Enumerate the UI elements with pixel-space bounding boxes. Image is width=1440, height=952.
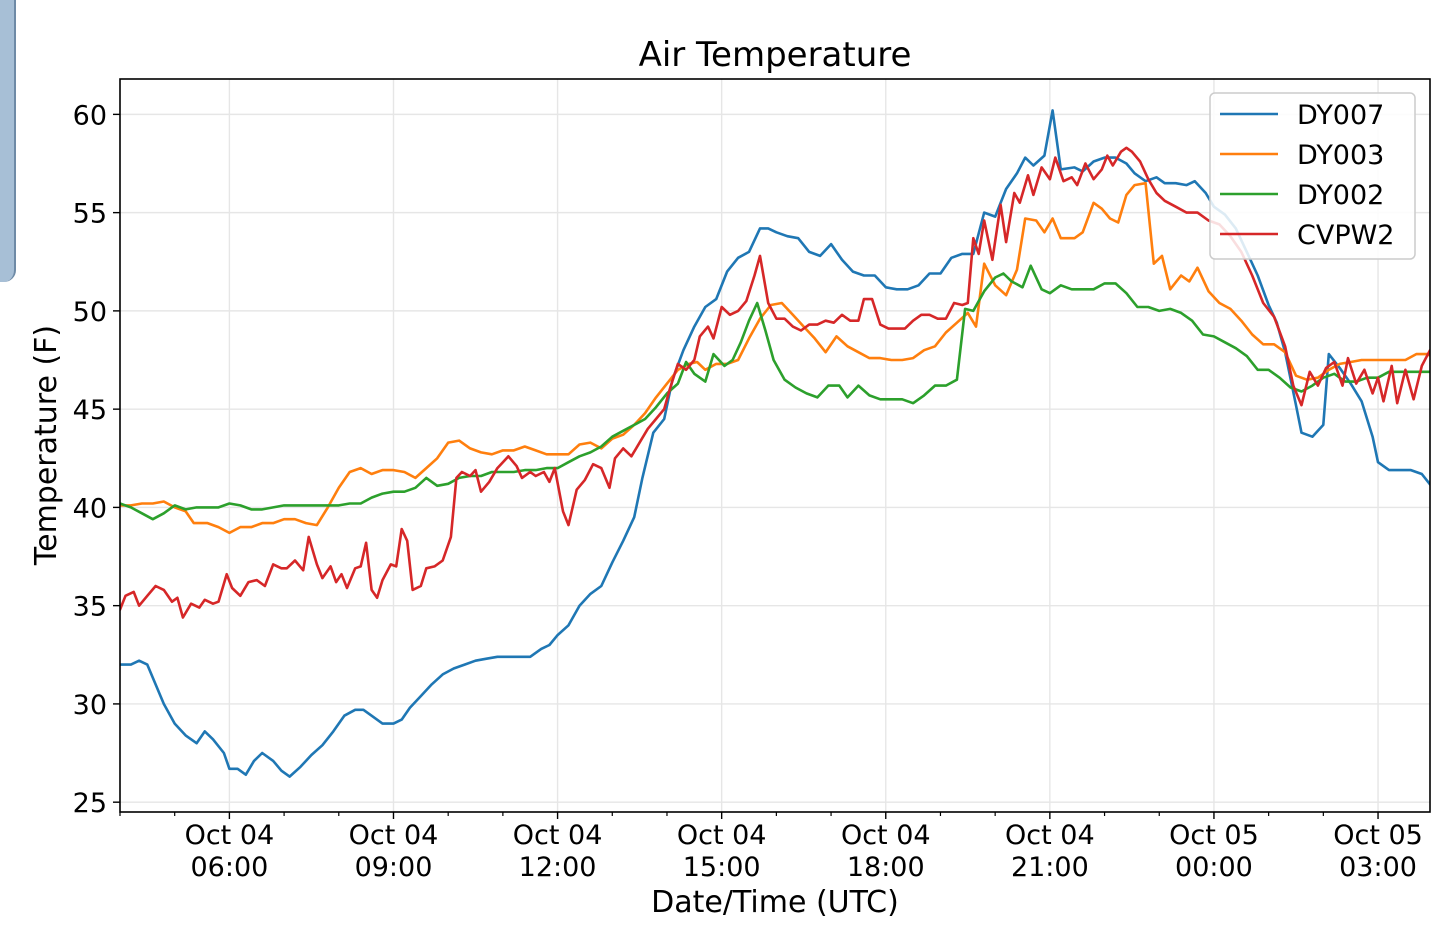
legend: DY007 DY003 DY002 CVPW2 — [1209, 92, 1416, 260]
legend-label-dy003: DY003 — [1297, 140, 1384, 171]
series-line-cvpw2 — [120, 146, 1430, 619]
x-tick-label-date: Oct 04 — [185, 820, 275, 851]
y-tick-label: 50 — [73, 297, 107, 328]
x-tick-label-time: 03:00 — [1339, 852, 1417, 883]
y-tick-label: 35 — [73, 592, 107, 623]
x-tick-label-date: Oct 04 — [841, 820, 931, 851]
y-tick-label: 25 — [73, 788, 107, 819]
legend-box — [1209, 92, 1416, 260]
side-panel-tab[interactable] — [0, 0, 16, 282]
x-axis-label: Date/Time (UTC) — [651, 885, 899, 920]
x-tick-label-time: 15:00 — [683, 852, 761, 883]
series-lines — [120, 109, 1430, 778]
x-tick-label-time: 12:00 — [519, 852, 597, 883]
plot-frame — [119, 78, 1431, 813]
y-tick-label: 45 — [73, 395, 107, 426]
x-tick-label-time: 21:00 — [1011, 852, 1089, 883]
x-tick-label-time: 18:00 — [847, 852, 925, 883]
x-tick-label-date: Oct 04 — [513, 820, 603, 851]
x-tick-label-time: 00:00 — [1175, 852, 1253, 883]
x-tick-label-time: 06:00 — [190, 852, 268, 883]
y-tick-label: 30 — [73, 690, 107, 721]
y-tick-label: 40 — [73, 493, 107, 524]
x-tick-label-date: Oct 05 — [1169, 820, 1259, 851]
x-tick-label-date: Oct 04 — [349, 820, 439, 851]
legend-label-cvpw2: CVPW2 — [1297, 220, 1394, 251]
y-axis: 25 30 35 40 45 50 55 60 — [73, 100, 120, 819]
y-axis-label: Temperature (F) — [29, 325, 64, 566]
legend-label-dy007: DY007 — [1297, 100, 1384, 131]
x-tick-label-date: Oct 05 — [1333, 820, 1423, 851]
grid — [120, 79, 1430, 812]
x-tick-label-time: 09:00 — [355, 852, 433, 883]
x-tick-label-date: Oct 04 — [677, 820, 767, 851]
y-tick-label: 55 — [73, 199, 107, 230]
y-tick-label: 60 — [73, 100, 107, 131]
chart-title: Air Temperature — [639, 35, 912, 75]
legend-label-dy002: DY002 — [1297, 180, 1384, 211]
x-tick-label-date: Oct 04 — [1005, 820, 1095, 851]
